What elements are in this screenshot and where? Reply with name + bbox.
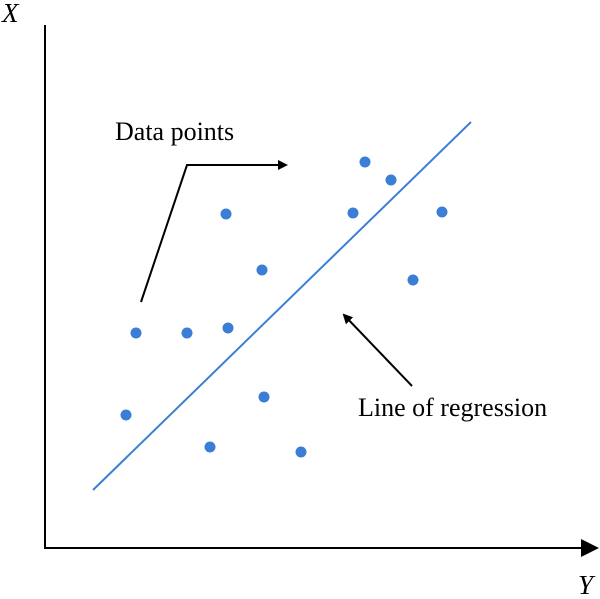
data-point [258, 391, 270, 403]
data-point [385, 174, 397, 186]
regression-annotation: Line of regression [358, 393, 547, 422]
data-point [130, 327, 142, 339]
data-point [222, 322, 234, 334]
data-points-annotation: Data points [115, 117, 234, 146]
x-axis-label: X [1, 0, 20, 28]
data-point [256, 264, 268, 276]
y-axis-label: Y [578, 570, 596, 599]
data-point [436, 206, 448, 218]
data-points [120, 156, 448, 458]
data-point [359, 156, 371, 168]
data-point [120, 409, 132, 421]
data-point [181, 327, 193, 339]
data-point [204, 441, 216, 453]
data-point [407, 274, 419, 286]
axis-arrowhead [581, 539, 599, 557]
data-point [220, 208, 232, 220]
data-points-arrow [140, 160, 288, 303]
data-point [295, 446, 307, 458]
regression-line [92, 121, 472, 491]
data-point [347, 207, 359, 219]
regression-arrow [342, 313, 413, 387]
